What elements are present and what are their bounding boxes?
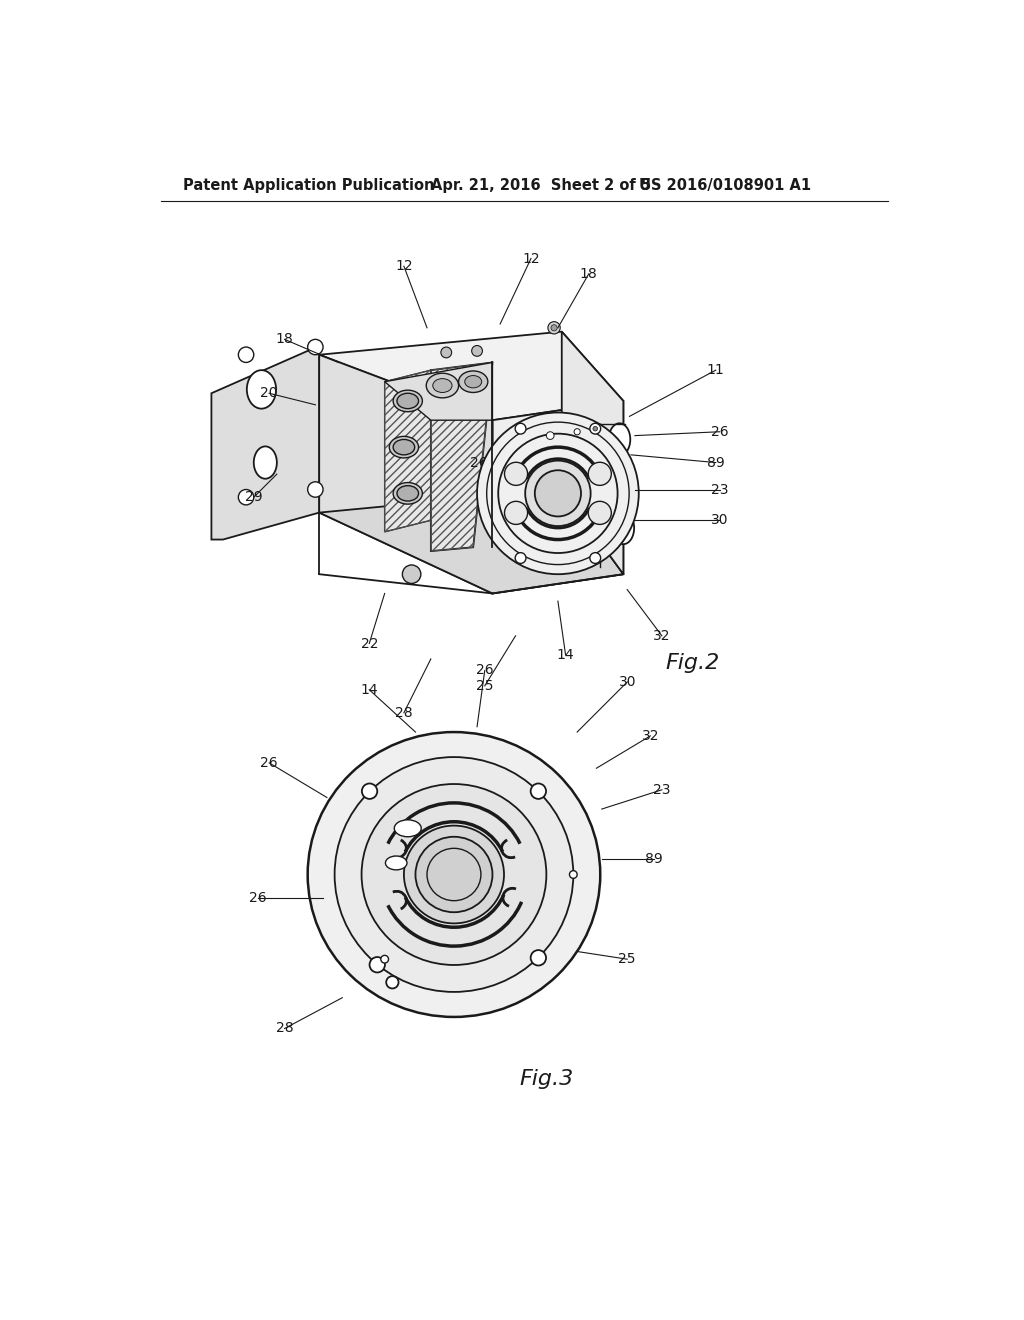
Polygon shape (319, 490, 624, 594)
Ellipse shape (426, 374, 459, 397)
Text: 30: 30 (618, 675, 636, 689)
Circle shape (370, 957, 385, 973)
Ellipse shape (335, 758, 573, 991)
Text: Patent Application Publication: Patent Application Publication (183, 178, 434, 193)
Circle shape (588, 462, 611, 486)
Circle shape (239, 347, 254, 363)
Polygon shape (562, 331, 624, 574)
Ellipse shape (465, 376, 481, 388)
Text: Fig.3: Fig.3 (519, 1069, 573, 1089)
Ellipse shape (459, 371, 487, 392)
Circle shape (515, 424, 526, 434)
Circle shape (590, 553, 601, 564)
Circle shape (505, 502, 527, 524)
Ellipse shape (397, 393, 419, 409)
Ellipse shape (361, 784, 547, 965)
Polygon shape (431, 363, 493, 552)
Text: 22: 22 (360, 636, 378, 651)
Text: 12: 12 (522, 252, 540, 265)
Circle shape (307, 339, 323, 355)
Ellipse shape (389, 437, 419, 458)
Ellipse shape (385, 857, 407, 870)
Text: 26: 26 (476, 664, 494, 677)
Text: 89: 89 (707, 455, 725, 470)
Ellipse shape (612, 512, 634, 544)
Text: 14: 14 (557, 648, 574, 663)
Ellipse shape (254, 446, 276, 479)
Ellipse shape (608, 424, 631, 455)
Text: 18: 18 (580, 267, 598, 281)
Text: 11: 11 (707, 363, 725, 378)
Polygon shape (211, 351, 319, 540)
Ellipse shape (394, 820, 421, 837)
Circle shape (505, 462, 527, 486)
Polygon shape (385, 363, 493, 420)
Ellipse shape (416, 837, 493, 912)
Ellipse shape (393, 391, 422, 412)
Ellipse shape (477, 413, 639, 574)
Text: 30: 30 (711, 513, 728, 527)
Circle shape (386, 977, 398, 989)
Ellipse shape (307, 733, 600, 1016)
Text: 12: 12 (395, 259, 413, 273)
Text: 32: 32 (653, 628, 671, 643)
Ellipse shape (393, 483, 422, 504)
Text: 26: 26 (260, 756, 278, 770)
Circle shape (402, 565, 421, 583)
Text: 25: 25 (476, 678, 494, 693)
Circle shape (239, 490, 254, 506)
Text: 29: 29 (245, 490, 262, 504)
Circle shape (472, 346, 482, 356)
Text: 20: 20 (260, 387, 278, 400)
Text: 89: 89 (645, 853, 663, 866)
Polygon shape (385, 370, 431, 532)
Circle shape (381, 956, 388, 964)
Text: 25: 25 (618, 952, 636, 966)
Text: 26: 26 (711, 425, 728, 438)
Text: 26: 26 (249, 891, 266, 904)
Ellipse shape (403, 825, 504, 924)
Circle shape (569, 871, 578, 878)
Circle shape (530, 950, 546, 965)
Circle shape (590, 424, 601, 434)
Circle shape (574, 429, 581, 434)
Text: US 2016/0108901 A1: US 2016/0108901 A1 (639, 178, 811, 193)
Circle shape (361, 784, 377, 799)
Circle shape (547, 432, 554, 440)
Text: 14: 14 (360, 682, 378, 697)
Ellipse shape (433, 379, 452, 392)
Polygon shape (319, 355, 493, 594)
Text: 23: 23 (711, 483, 728, 496)
Circle shape (307, 482, 323, 498)
Circle shape (530, 784, 546, 799)
Text: Fig.2: Fig.2 (666, 653, 720, 673)
Ellipse shape (525, 461, 591, 527)
Text: 32: 32 (642, 729, 659, 743)
Circle shape (588, 502, 611, 524)
Circle shape (441, 347, 452, 358)
Circle shape (515, 553, 526, 564)
Ellipse shape (535, 470, 581, 516)
Circle shape (551, 325, 557, 331)
Circle shape (593, 426, 598, 430)
Ellipse shape (247, 370, 276, 409)
Circle shape (548, 322, 560, 334)
Text: 28: 28 (275, 1022, 293, 1035)
Polygon shape (319, 331, 624, 420)
Text: 18: 18 (275, 333, 294, 346)
Text: 26: 26 (470, 455, 487, 470)
Ellipse shape (393, 440, 415, 455)
Text: 28: 28 (395, 706, 413, 719)
Polygon shape (493, 401, 624, 594)
Ellipse shape (397, 486, 419, 502)
Text: Apr. 21, 2016  Sheet 2 of 5: Apr. 21, 2016 Sheet 2 of 5 (431, 178, 651, 193)
Text: 23: 23 (653, 783, 671, 797)
